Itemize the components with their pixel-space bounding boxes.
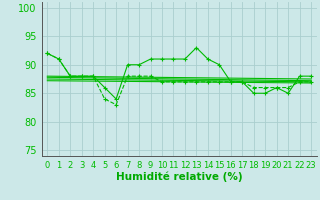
X-axis label: Humidité relative (%): Humidité relative (%) (116, 171, 243, 182)
